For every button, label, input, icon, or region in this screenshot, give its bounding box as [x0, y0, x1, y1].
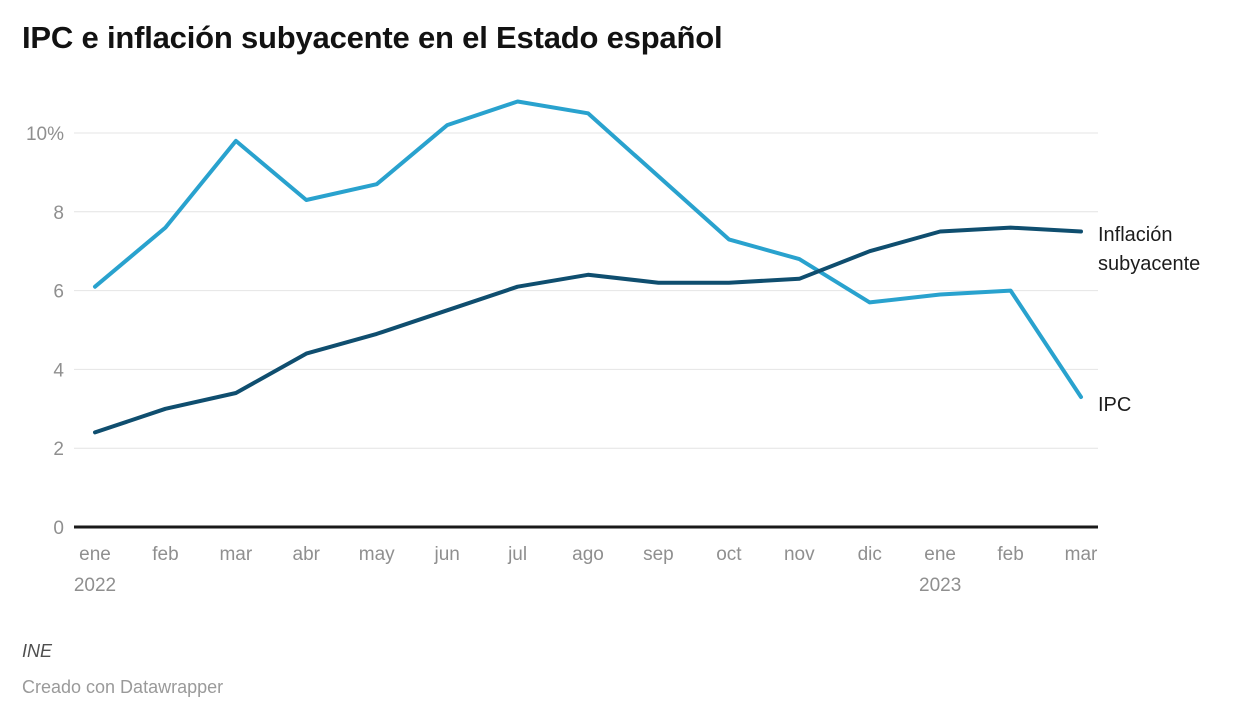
x-tick-label: jul — [507, 544, 527, 565]
x-tick-label: feb — [152, 544, 178, 565]
x-tick-label: dic — [858, 544, 882, 565]
series-label-ipc: IPC — [1098, 394, 1132, 416]
x-tick-label: abr — [293, 544, 321, 565]
y-tick-label: 6 — [53, 282, 64, 303]
line-inflaci-n-subyacente — [93, 225, 1083, 435]
x-tick-label: feb — [997, 544, 1023, 565]
chart-title: IPC e inflación subyacente en el Estado … — [22, 20, 723, 55]
attribution: Creado con Datawrapper — [22, 677, 224, 697]
source-note: INE — [22, 641, 53, 661]
x-tick-label: may — [359, 544, 395, 565]
x-tick-label: mar — [1065, 544, 1098, 565]
x-year-label: 2022 — [74, 575, 116, 596]
line-ipc — [93, 99, 1083, 399]
y-tick-label: 10% — [26, 124, 64, 145]
y-tick-label: 4 — [53, 360, 64, 381]
x-year-label: 2023 — [919, 575, 961, 596]
x-tick-label: sep — [643, 544, 674, 565]
y-tick-label: 8 — [53, 203, 64, 224]
x-tick-label: oct — [716, 544, 742, 565]
x-tick-label: jun — [433, 544, 459, 565]
x-tick-label: ene — [79, 544, 111, 565]
x-tick-label: mar — [219, 544, 252, 565]
series-label-inflacion-subyacente: Inflación subyacente — [1098, 224, 1201, 275]
y-tick-label: 2 — [53, 439, 64, 460]
x-tick-label: ago — [572, 544, 604, 565]
y-tick-label: 0 — [53, 518, 64, 539]
x-tick-label: ene — [924, 544, 956, 565]
x-tick-label: nov — [784, 544, 815, 565]
